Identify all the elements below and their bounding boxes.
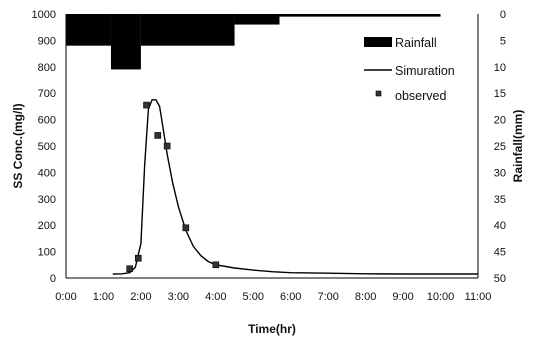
x-tick-label: 0:00 xyxy=(55,291,76,303)
x-tick-label: 5:00 xyxy=(243,291,264,303)
x-tick-label: 9:00 xyxy=(392,291,413,303)
y-left-tick-label: 500 xyxy=(38,141,56,153)
observed-point xyxy=(154,132,162,139)
y-right-tick-label: 20 xyxy=(494,115,506,127)
simulation-line xyxy=(112,99,478,275)
y-right-tick-label: 0 xyxy=(500,9,506,21)
y-axis-right-title: Rainfall(mm) xyxy=(511,110,525,183)
y-left-tick-label: 100 xyxy=(38,247,56,259)
y-right-tick-label: 10 xyxy=(494,62,506,74)
legend-swatch-rainfall xyxy=(364,37,392,47)
legend: Rainfall Simuration observed xyxy=(364,36,455,103)
legend-label-observed: observed xyxy=(395,89,446,103)
y-right-tick-label: 5 xyxy=(500,35,506,47)
y-right-tick-label: 50 xyxy=(494,273,506,285)
observed-point xyxy=(182,224,190,232)
y-axis-left-title: SS Conc.(mg/l) xyxy=(11,103,25,188)
x-tick-label: 10:00 xyxy=(427,291,455,303)
y-left-tick-label: 200 xyxy=(38,220,56,232)
y-left-tick-label: 400 xyxy=(38,167,56,179)
axes xyxy=(65,14,479,279)
observed-point xyxy=(126,265,133,273)
y-right-tick-label: 40 xyxy=(494,220,506,232)
y-right-tick-label: 25 xyxy=(494,141,506,153)
y-left-tick-label: 700 xyxy=(38,88,56,100)
x-axis-title: Time(hr) xyxy=(248,322,296,336)
simulation-series-line xyxy=(112,99,478,275)
y-left-tick-label: 600 xyxy=(38,115,56,127)
observed-point xyxy=(163,142,171,150)
rainfall-bar xyxy=(66,14,111,46)
observed-point xyxy=(134,254,142,262)
y-left-tick-label: 800 xyxy=(38,62,56,74)
y-right-tick-label: 45 xyxy=(494,247,506,259)
rainfall-bar xyxy=(110,14,141,70)
y-right-tick-label: 15 xyxy=(494,88,506,100)
x-tick-label: 6:00 xyxy=(280,291,301,303)
rainfall-bar xyxy=(279,14,441,17)
legend-label-simulation: Simuration xyxy=(395,64,455,78)
y-left-tick-label: 0 xyxy=(50,273,56,285)
y-right-tick-label: 30 xyxy=(494,167,506,179)
x-tick-label: 8:00 xyxy=(355,291,376,303)
legend-label-rainfall: Rainfall xyxy=(395,36,437,50)
observed-point xyxy=(143,101,150,109)
legend-swatch-observed xyxy=(375,90,382,97)
rainfall-bars xyxy=(66,14,441,70)
observed-points xyxy=(126,101,220,273)
x-tick-label: 3:00 xyxy=(168,291,189,303)
rainfall-bar xyxy=(234,14,280,25)
y-left-tick-label: 300 xyxy=(38,194,56,206)
x-tick-label: 4:00 xyxy=(205,291,226,303)
tick-labels: 0:00 1:00 2:00 3:00 4:00 5:00 6:00 7:00 8:00 9:00… xyxy=(32,9,506,303)
y-left-tick-label: 900 xyxy=(38,35,56,47)
x-tick-label: 7:00 xyxy=(317,291,338,303)
observed-point xyxy=(212,261,220,269)
x-tick-label: 2:00 xyxy=(130,291,151,303)
x-tick-label: 11:00 xyxy=(465,291,492,303)
x-tick-label: 1:00 xyxy=(93,291,114,303)
y-left-tick-label: 1000 xyxy=(32,9,56,21)
y-right-tick-label: 35 xyxy=(494,194,506,206)
rainfall-bar xyxy=(140,14,235,46)
